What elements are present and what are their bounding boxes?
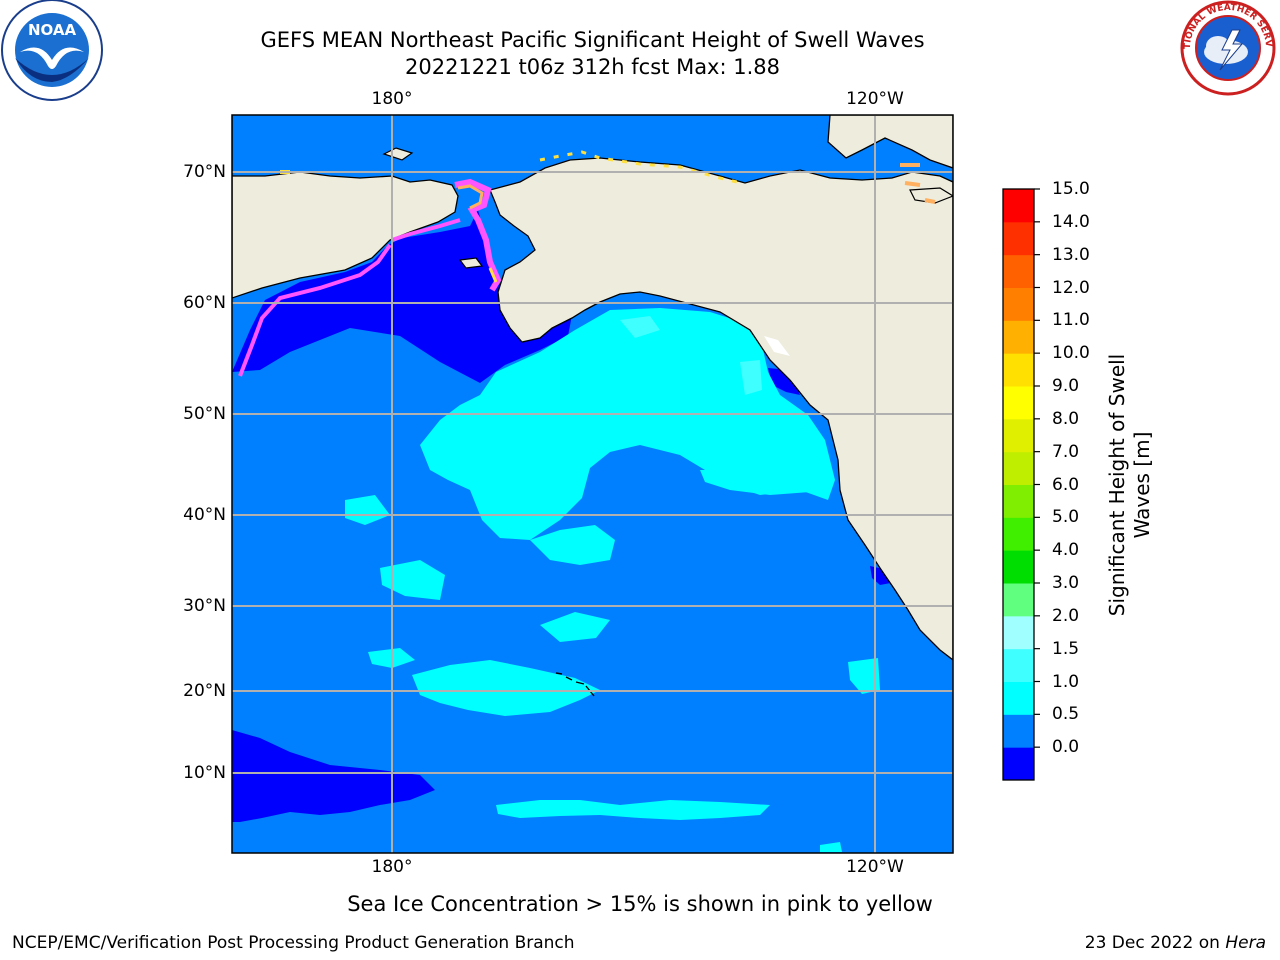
colorbar-title-line1: Significant Height of Swell [1105,353,1129,617]
footer-date-text: 23 Dec 2022 on [1084,933,1226,953]
lat-tick-50n: 50°N [183,404,226,424]
colorbar-tick-label: 6.0 [1052,474,1080,495]
colorbar-cell [1003,451,1034,485]
coastal-low-swell [768,368,800,395]
colorbar-tick-label: 12.0 [1052,277,1090,298]
colorbar-tick-label: 11.0 [1052,310,1090,331]
colorbar-tick-label: 0.5 [1052,704,1080,725]
map-frame [231,114,954,854]
colorbar-tick-label: 1.5 [1052,638,1080,659]
colorbar-tick-label: 15.0 [1052,179,1090,199]
colorbar-tick-label: 3.0 [1052,573,1080,593]
chart-subtitle-forecast: 20221221 t06z 312h fcst Max: 1.88 [405,55,780,79]
colorbar-cell [1003,320,1034,354]
tropical-low-swell [232,730,435,822]
chart-title: GEFS MEAN Northeast Pacific Significant … [260,28,925,52]
colorbar-tick-label: 10.0 [1052,343,1090,364]
colorbar-tick-label: 7.0 [1052,441,1080,462]
colorbar-cell [1003,254,1034,288]
lat-tick-30n: 30°N [183,596,226,616]
graticule [232,115,953,853]
lat-tick-70n: 70°N [183,162,226,182]
colorbar-cell [1003,517,1034,551]
colorbar-tick-label: 5.0 [1052,507,1080,528]
lon-tick-top-180: 180° [371,89,413,109]
colorbar-tick-label: 2.0 [1052,605,1080,626]
colorbar-cell [1003,287,1034,321]
noaa-logo-text: NOAA [28,21,77,39]
lat-tick-10n: 10°N [183,763,226,783]
sea-ice-note: Sea Ice Concentration > 15% is shown in … [347,892,933,916]
colorbar-cell [1003,221,1034,256]
colorbar-cell [1003,484,1034,518]
colorbar-title-line2: Waves [m] [1130,431,1154,539]
lon-tick-bottom-180: 180° [371,857,413,877]
noaa-logo-icon: NOAA [1,0,103,101]
colorbar-cell [1003,615,1034,650]
colorbar-tick-label: 9.0 [1052,376,1080,396]
colorbar-tick-label: 4.0 [1052,540,1080,561]
colorbar-tick-label: 13.0 [1052,244,1090,265]
lat-tick-40n: 40°N [183,505,226,525]
colorbar-cell [1003,386,1034,420]
land-arctic-islands [827,115,953,169]
lon-tick-top-120w: 120°W [846,89,904,109]
colorbar-title: Significant Height of Swell Waves [m] [1105,354,1155,616]
colorbar-cell [1003,189,1034,223]
colorbar-cell [1003,353,1034,387]
sea-ice-bering [454,178,502,292]
colorbar-tick-label: 0.0 [1052,737,1080,758]
national-weather-service-logo-icon: NATIONAL WEATHER SERVICE [1176,0,1276,96]
colorbar-cell [1003,550,1034,584]
colorbar-cell [1003,747,1034,781]
footer-date: 23 Dec 2022 on Hera [1085,932,1266,954]
colorbar-cell [1003,418,1034,453]
land-siberia [232,115,459,299]
footer-organization: NCEP/EMC/Verification Post Processing Pr… [12,933,575,953]
lat-tick-20n: 20°N [183,681,226,701]
colorbar-tick-label: 1.0 [1052,671,1080,692]
colorbar-cell [1003,583,1034,617]
footer-host: Hera [1225,933,1266,953]
lon-tick-bottom-120w: 120°W [846,857,904,877]
colorbar-cell [1003,681,1034,715]
colorbar-cell [1003,648,1034,682]
colorbar-tick-label: 8.0 [1052,408,1080,429]
lat-tick-60n: 60°N [183,293,226,313]
colorbar-tick-label: 14.0 [1052,211,1090,232]
colorbar-cell [1003,714,1034,748]
land-alaska-canada [489,157,953,661]
